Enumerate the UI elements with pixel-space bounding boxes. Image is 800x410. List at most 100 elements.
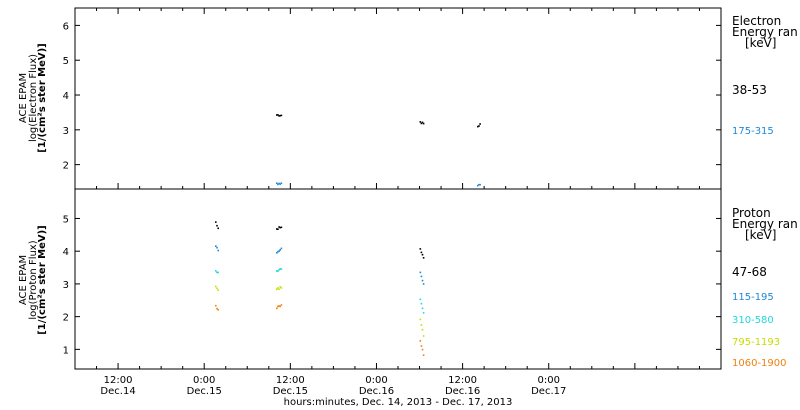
- data-point: [276, 307, 278, 310]
- y-tick-label: 4: [63, 91, 69, 102]
- data-point: [217, 309, 219, 311]
- data-point: [277, 228, 279, 230]
- data-point: [420, 302, 423, 305]
- x-tick-time: 0:00: [193, 375, 215, 386]
- x-tick-date: Dec.14: [100, 386, 135, 397]
- data-point: [277, 183, 279, 186]
- data-point: [277, 250, 279, 253]
- data-point: [421, 328, 424, 331]
- data-point: [278, 250, 280, 252]
- data-point: [276, 252, 278, 254]
- x-tick-time: 12:00: [104, 375, 133, 386]
- data-point: [478, 125, 480, 127]
- data-point: [279, 183, 281, 185]
- data-point: [280, 304, 283, 306]
- data-point: [276, 288, 278, 291]
- legend-title: Energy ran: [732, 25, 798, 39]
- x-axis: 12:00Dec.140:00Dec.1512:00Dec.150:00Dec.…: [74, 8, 722, 397]
- data-point: [421, 348, 424, 351]
- data-point: [217, 249, 219, 252]
- electron-ylabel-3: [1/(cm²s ster MeV)]: [37, 43, 48, 152]
- data-point: [422, 283, 425, 285]
- x-axis-label: hours:minutes, Dec. 14, 2013 - Dec. 17, …: [284, 397, 513, 408]
- data-point: [280, 268, 283, 270]
- data-point: [215, 270, 217, 272]
- x-tick-date: Dec.16: [359, 386, 394, 397]
- data-point: [419, 121, 422, 123]
- data-point: [420, 324, 423, 326]
- data-point: [280, 182, 283, 184]
- legend-title: Proton: [732, 206, 771, 220]
- data-point: [279, 268, 281, 270]
- data-point: [217, 271, 219, 274]
- data-point: [215, 285, 217, 288]
- data-point: [280, 114, 283, 117]
- data-point: [419, 298, 422, 301]
- y-tick-label: 4: [63, 247, 69, 258]
- data-point: [420, 251, 423, 254]
- y-tick-label: 3: [63, 126, 69, 137]
- data-point: [422, 312, 425, 314]
- data-point: [477, 184, 479, 187]
- data-point: [277, 287, 279, 289]
- data-point: [278, 269, 280, 271]
- data-point: [215, 304, 217, 307]
- x-tick-time: 0:00: [365, 375, 387, 386]
- proton-y-axis: 1 2 3 4 5: [63, 214, 721, 356]
- data-point: [419, 248, 422, 250]
- data-point: [421, 253, 424, 256]
- electron-panel-frame: [74, 7, 722, 190]
- data-point: [277, 114, 279, 116]
- data-point: [419, 340, 422, 342]
- y-tick-label: 1: [63, 345, 69, 356]
- y-tick-label: 2: [63, 313, 69, 324]
- data-point: [278, 182, 280, 185]
- legend-entry: 115-195: [732, 292, 774, 303]
- y-tick-label: 5: [63, 56, 69, 67]
- data-point: [216, 246, 218, 249]
- data-point: [279, 286, 281, 288]
- proton-ylabel-1: ACE EPAM: [18, 255, 29, 305]
- data-point: [420, 345, 423, 347]
- x-tick-date: Dec.16: [445, 386, 480, 397]
- data-point: [421, 279, 424, 282]
- legend-entry: 38-53: [732, 83, 767, 97]
- legend-entry: 175-315: [732, 126, 774, 137]
- proton-ylabel-3: [1/(cm²s ster MeV)]: [37, 225, 48, 334]
- electron-data-marks: [276, 114, 481, 187]
- data-point: [278, 288, 280, 291]
- data-point: [217, 227, 219, 230]
- x-tick-date: Dec.15: [273, 386, 308, 397]
- data-point: [421, 307, 424, 310]
- data-point: [280, 247, 283, 250]
- data-point: [276, 182, 278, 184]
- data-point: [479, 123, 481, 125]
- data-point: [420, 275, 423, 278]
- legend-entry: 795-1193: [732, 337, 780, 348]
- data-point: [276, 270, 278, 272]
- data-point: [278, 305, 280, 307]
- data-point: [279, 305, 281, 308]
- legend-title: [keV]: [745, 228, 776, 242]
- data-point: [422, 335, 425, 337]
- data-point: [477, 125, 479, 128]
- electron-ylabel-1: ACE EPAM: [18, 73, 29, 123]
- x-tick-time: 12:00: [448, 375, 477, 386]
- data-point: [478, 183, 480, 186]
- data-point: [276, 228, 278, 230]
- data-point: [421, 121, 424, 124]
- data-point: [419, 318, 422, 321]
- legend-entry: 47-68: [732, 265, 767, 279]
- data-point: [278, 226, 280, 228]
- legend-entry: 310-580: [732, 315, 774, 326]
- x-tick-date: Dec.15: [187, 386, 222, 397]
- data-point: [277, 305, 279, 308]
- data-point: [277, 270, 279, 272]
- data-point: [216, 307, 218, 310]
- data-point: [280, 287, 283, 289]
- data-point: [279, 249, 281, 251]
- electron-ylabel-2: log(Electron Flux): [28, 54, 39, 142]
- data-point: [279, 114, 281, 117]
